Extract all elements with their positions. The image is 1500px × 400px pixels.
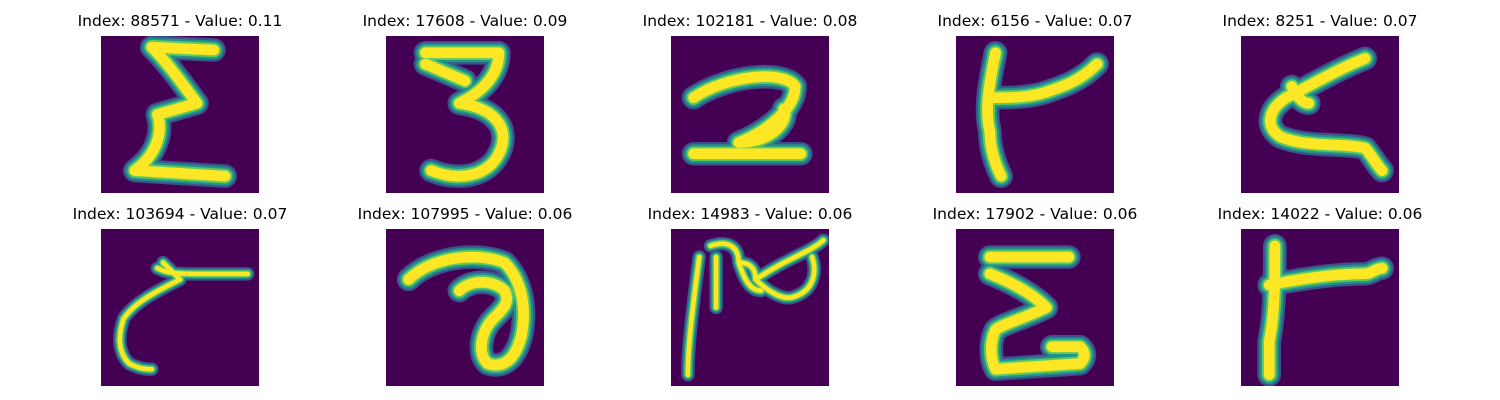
glyph-stroke-thin bbox=[113, 255, 255, 376]
glyph-stroke-layer bbox=[688, 71, 807, 160]
panel-2: Index: 17608 - Value: 0.09 bbox=[345, 12, 585, 193]
panel-title: Index: 6156 - Value: 0.07 bbox=[937, 12, 1133, 30]
panel-6: Index: 103694 - Value: 0.07 bbox=[60, 205, 300, 386]
glyph-stroke bbox=[123, 36, 237, 188]
glyph-stroke-layer bbox=[1265, 53, 1388, 176]
glyph-stroke-layer bbox=[982, 47, 1103, 182]
digit-image-8 bbox=[671, 229, 829, 386]
image-background bbox=[671, 36, 829, 193]
digit-image-7 bbox=[386, 229, 544, 386]
glyph-stroke bbox=[1257, 234, 1394, 386]
panel-8: Index: 14983 - Value: 0.06 bbox=[630, 205, 870, 386]
digit-image-1 bbox=[101, 36, 259, 193]
glyph-stroke-layer bbox=[1263, 240, 1388, 381]
panel-title: Index: 17902 - Value: 0.06 bbox=[932, 205, 1138, 223]
panel-5: Index: 8251 - Value: 0.07 bbox=[1200, 12, 1440, 193]
glyph-stroke-layer bbox=[129, 41, 231, 182]
panel-title: Index: 88571 - Value: 0.11 bbox=[77, 12, 283, 30]
panel-title: Index: 14983 - Value: 0.06 bbox=[647, 205, 853, 223]
panel-7: Index: 107995 - Value: 0.06 bbox=[345, 205, 585, 386]
glyph-stroke-layer bbox=[984, 251, 1090, 375]
panel-1: Index: 88571 - Value: 0.11 bbox=[60, 12, 300, 193]
panel-9: Index: 17902 - Value: 0.06 bbox=[915, 205, 1155, 386]
digit-image-10 bbox=[1241, 229, 1399, 386]
glyph-stroke bbox=[975, 41, 1109, 188]
panel-title: Index: 17608 - Value: 0.09 bbox=[362, 12, 568, 30]
panel-4: Index: 6156 - Value: 0.07 bbox=[915, 12, 1155, 193]
digit-image-3 bbox=[671, 36, 829, 193]
glyph-stroke bbox=[413, 41, 515, 188]
panel-title: Index: 8251 - Value: 0.07 bbox=[1222, 12, 1418, 30]
digit-image-5 bbox=[1241, 36, 1399, 193]
digit-image-9 bbox=[956, 229, 1114, 386]
panel-title: Index: 107995 - Value: 0.06 bbox=[357, 205, 573, 223]
glyph-stroke bbox=[1258, 46, 1394, 183]
glyph-stroke-thin bbox=[681, 233, 829, 382]
glyph-stroke-layer bbox=[117, 260, 250, 372]
panel-10: Index: 14022 - Value: 0.06 bbox=[1200, 205, 1440, 386]
glyph-stroke bbox=[681, 64, 813, 166]
glyph-stroke bbox=[396, 245, 536, 377]
glyph-stroke-layer bbox=[403, 251, 529, 371]
panel-3: Index: 102181 - Value: 0.08 bbox=[630, 12, 870, 193]
glyph-stroke bbox=[978, 245, 1097, 381]
digit-image-4 bbox=[956, 36, 1114, 193]
digit-image-6 bbox=[101, 229, 259, 386]
digit-image-2 bbox=[386, 36, 544, 193]
glyph-stroke-layer bbox=[420, 47, 509, 182]
glyph-stroke-layer bbox=[685, 237, 826, 378]
panel-title: Index: 103694 - Value: 0.07 bbox=[72, 205, 288, 223]
panel-title: Index: 102181 - Value: 0.08 bbox=[642, 12, 858, 30]
panel-title: Index: 14022 - Value: 0.06 bbox=[1217, 205, 1423, 223]
